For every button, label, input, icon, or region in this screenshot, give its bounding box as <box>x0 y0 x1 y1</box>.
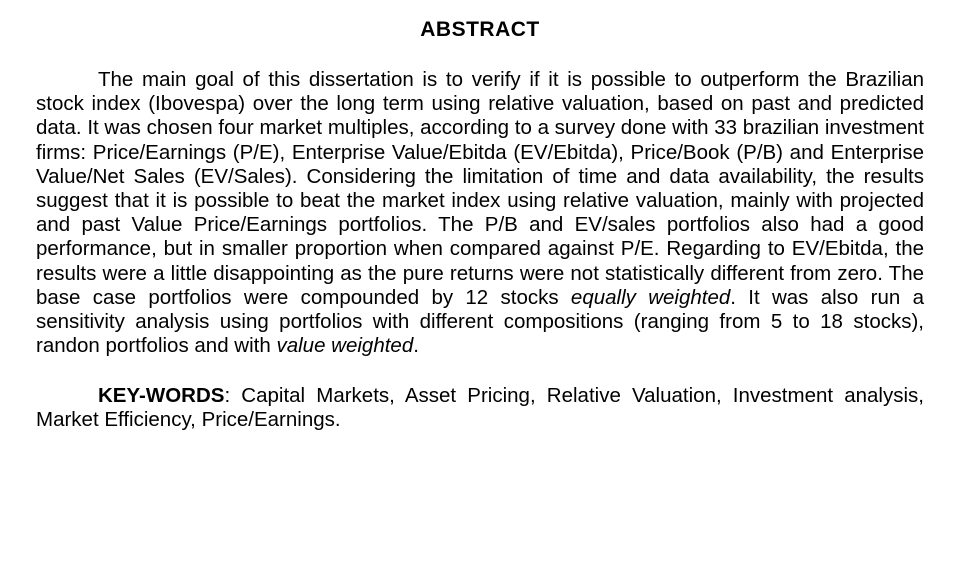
abstract-text-pre: The main goal of this dissertation is to… <box>36 68 924 309</box>
abstract-text-post: . <box>413 334 419 357</box>
keywords-label: KEY-WORDS <box>98 384 224 407</box>
abstract-page: ABSTRACT The main goal of this dissertat… <box>0 0 960 433</box>
abstract-italic-value-weighted: value weighted <box>276 334 413 357</box>
abstract-italic-equally-weighted: equally weighted <box>571 286 730 309</box>
abstract-heading: ABSTRACT <box>36 18 924 42</box>
keywords-paragraph: KEY-WORDS: Capital Markets, Asset Pricin… <box>36 384 924 432</box>
abstract-body: The main goal of this dissertation is to… <box>36 68 924 358</box>
